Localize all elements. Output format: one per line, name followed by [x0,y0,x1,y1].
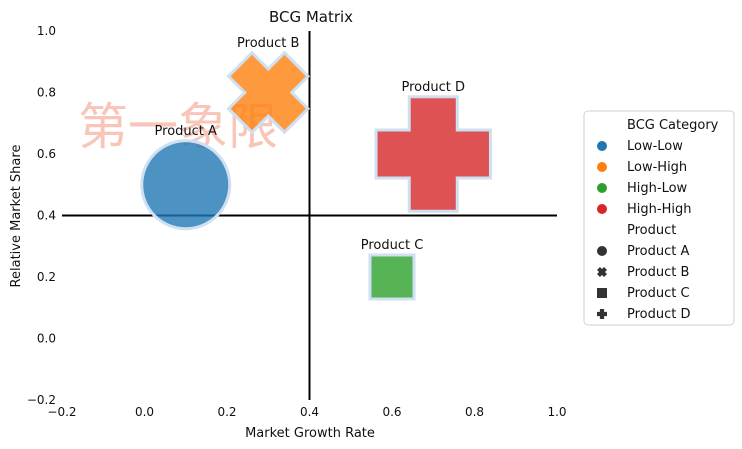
legend-swatch [597,183,607,193]
y-tick-label: 0.6 [37,147,56,161]
legend-entry: Product C [627,286,690,301]
y-tick-label: 0.4 [37,209,56,223]
legend-entry: Product B [627,265,689,280]
y-tick-labels: −0.2 0.0 0.2 0.4 0.6 0.8 1.0 [27,24,56,407]
legend-swatch [597,162,607,172]
y-axis-label: Relative Market Share [9,145,24,288]
legend-style-title: Product [627,223,676,238]
x-axis-label: Market Growth Rate [245,426,375,441]
point-label: Product B [237,36,299,51]
legend-entry: High-High [627,202,691,217]
y-tick-label: 0.0 [37,332,56,346]
y-tick-label: −0.2 [27,393,56,407]
legend-swatch [597,141,607,151]
x-tick-label: 0.0 [135,405,154,419]
x-tick-label: 0.6 [382,405,401,419]
x-tick-label: 1.0 [547,405,566,419]
legend: BCG Category Low-Low Low-High High-Low High-… [583,110,735,326]
legend-hue-title: BCG Category [627,118,719,133]
legend-marker [597,288,607,298]
legend-entry: Product D [627,307,691,322]
legend-entry: Low-Low [627,139,683,154]
point-marker [374,95,492,213]
legend-marker [597,309,607,319]
x-tick-label: −0.2 [47,405,76,419]
x-tick-labels: −0.2 0.0 0.2 0.4 0.6 0.8 1.0 [47,405,566,419]
point-marker [226,50,311,135]
point-labels: Product A Product B Product C Product D [155,36,465,253]
x-tick-label: 0.4 [300,405,319,419]
chart-title: BCG Matrix [269,8,353,26]
legend-entry: High-Low [627,181,688,196]
y-tick-label: 1.0 [37,24,56,38]
legend-entry: Product A [627,244,689,259]
legend-marker [596,266,608,278]
legend-entry: Low-High [627,160,687,175]
point-label: Product A [155,124,217,139]
legend-swatch [597,204,607,214]
point-label: Product D [401,80,465,95]
point-marker [140,139,232,231]
point-label: Product C [361,238,424,253]
legend-marker [597,246,607,256]
scatter-points [140,50,492,301]
y-tick-label: 0.8 [37,86,56,100]
point-marker [368,253,416,301]
x-tick-label: 0.2 [217,405,236,419]
x-tick-label: 0.8 [465,405,484,419]
legend-frame [583,110,735,326]
y-tick-label: 0.2 [37,270,56,284]
